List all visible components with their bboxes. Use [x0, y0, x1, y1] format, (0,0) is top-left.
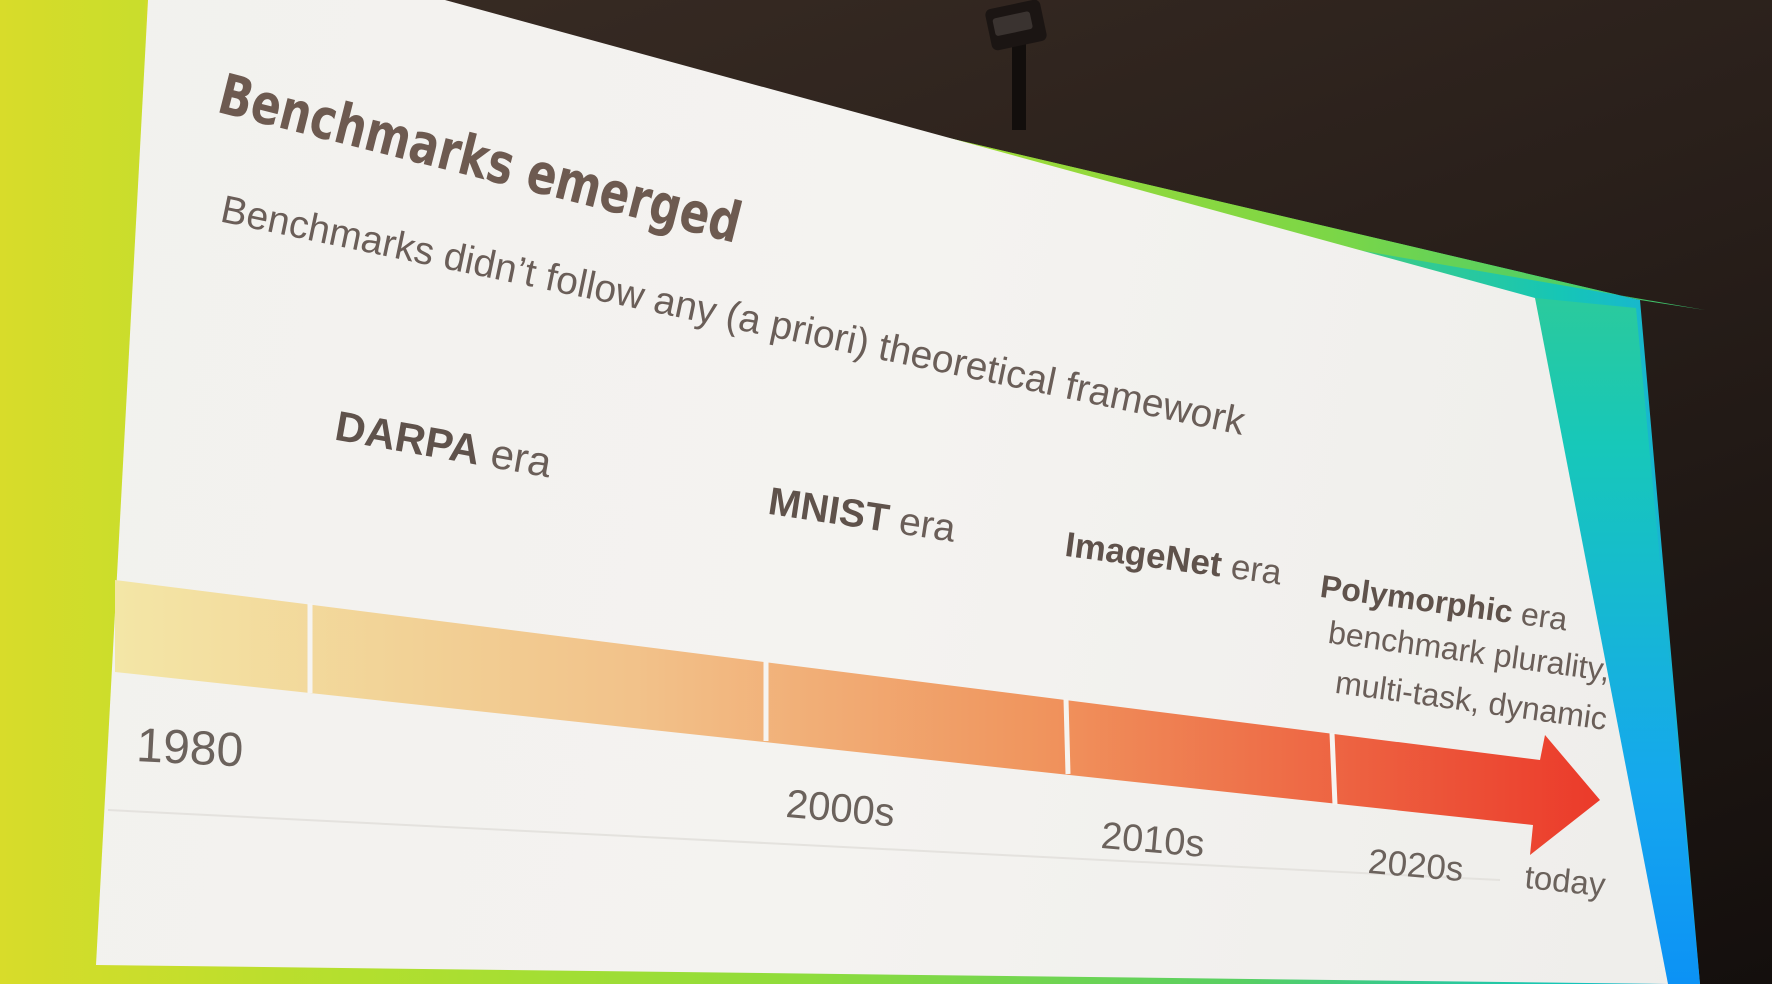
era-name: MNIST [765, 480, 892, 541]
era-suffix: era [475, 427, 556, 487]
segment-divider-3 [1063, 698, 1071, 775]
era-label-mnist: MNIST era [765, 480, 959, 552]
era-suffix: era [885, 498, 959, 551]
era-name: ImageNet [1062, 525, 1225, 585]
era-suffix: era [1219, 545, 1284, 593]
timeline-arrow-band [115, 580, 1600, 855]
timeline-label-today: today [1523, 858, 1608, 904]
timeline-label-2000s: 2000s [784, 782, 897, 836]
timeline-label-2010s: 2010s [1099, 815, 1207, 866]
projector-mount-pole [1012, 40, 1026, 130]
timeline-baseline [107, 809, 1501, 881]
segment-divider-4 [1329, 732, 1338, 806]
era-suffix: era [1510, 594, 1570, 638]
era-name: DARPA [331, 402, 485, 474]
era-label-darpa: DARPA era [331, 402, 556, 487]
era-label-imagenet: ImageNet era [1063, 525, 1284, 593]
timeline-label-1980: 1980 [135, 718, 245, 778]
timeline-label-2020s: 2020s [1366, 842, 1466, 890]
